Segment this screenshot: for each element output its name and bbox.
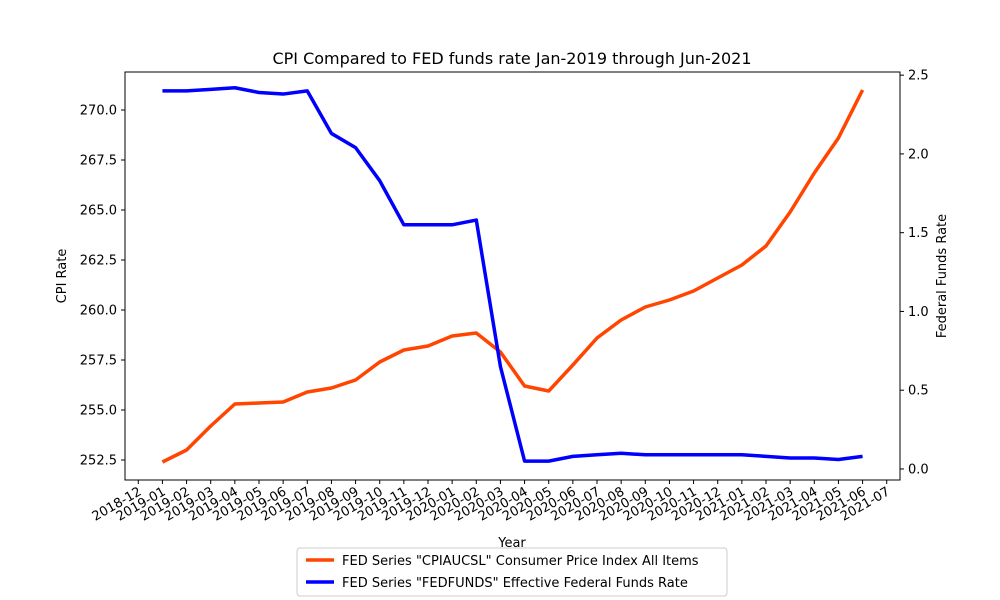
legend-box: [296, 547, 728, 597]
y-left-tick-label: 265.0: [80, 204, 117, 219]
y-right-tick-label: 0.5: [908, 384, 929, 399]
y-axis-right-label: Federal Funds Rate: [935, 214, 950, 338]
series-line-fedfunds: [162, 86, 863, 463]
y-left-tick-label: 255.0: [80, 404, 117, 419]
y-left-tick-label: 270.0: [80, 104, 117, 119]
y-right-tick-label: 2.0: [908, 147, 929, 162]
series-layer: [161, 86, 865, 464]
y-left-tick-label: 257.5: [80, 354, 117, 369]
legend-label-fedfunds: FED Series "FEDFUNDS" Effective Federal …: [342, 576, 688, 591]
plot-area-frame: [124, 71, 901, 481]
y-right-tick-label: 2.5: [908, 69, 929, 84]
legend: FED Series "CPIAUCSL" Consumer Price Ind…: [296, 547, 728, 597]
y-right-tick-label: 0.0: [908, 462, 929, 477]
y-right-tick-label: 1.0: [908, 305, 929, 320]
x-axis-label: Year: [497, 536, 526, 551]
series-line-cpi: [161, 89, 865, 464]
y-axis-left-label: CPI Rate: [55, 249, 70, 304]
legend-label-cpi: FED Series "CPIAUCSL" Consumer Price Ind…: [342, 554, 699, 569]
y-left-tick-label: 267.5: [80, 154, 117, 169]
y-left-tick-label: 260.0: [80, 304, 117, 319]
y-left-tick-label: 252.5: [80, 454, 117, 469]
y-left-tick-label: 262.5: [80, 254, 117, 269]
chart-title: CPI Compared to FED funds rate Jan-2019 …: [272, 49, 751, 68]
y-right-tick-label: 1.5: [908, 226, 929, 241]
